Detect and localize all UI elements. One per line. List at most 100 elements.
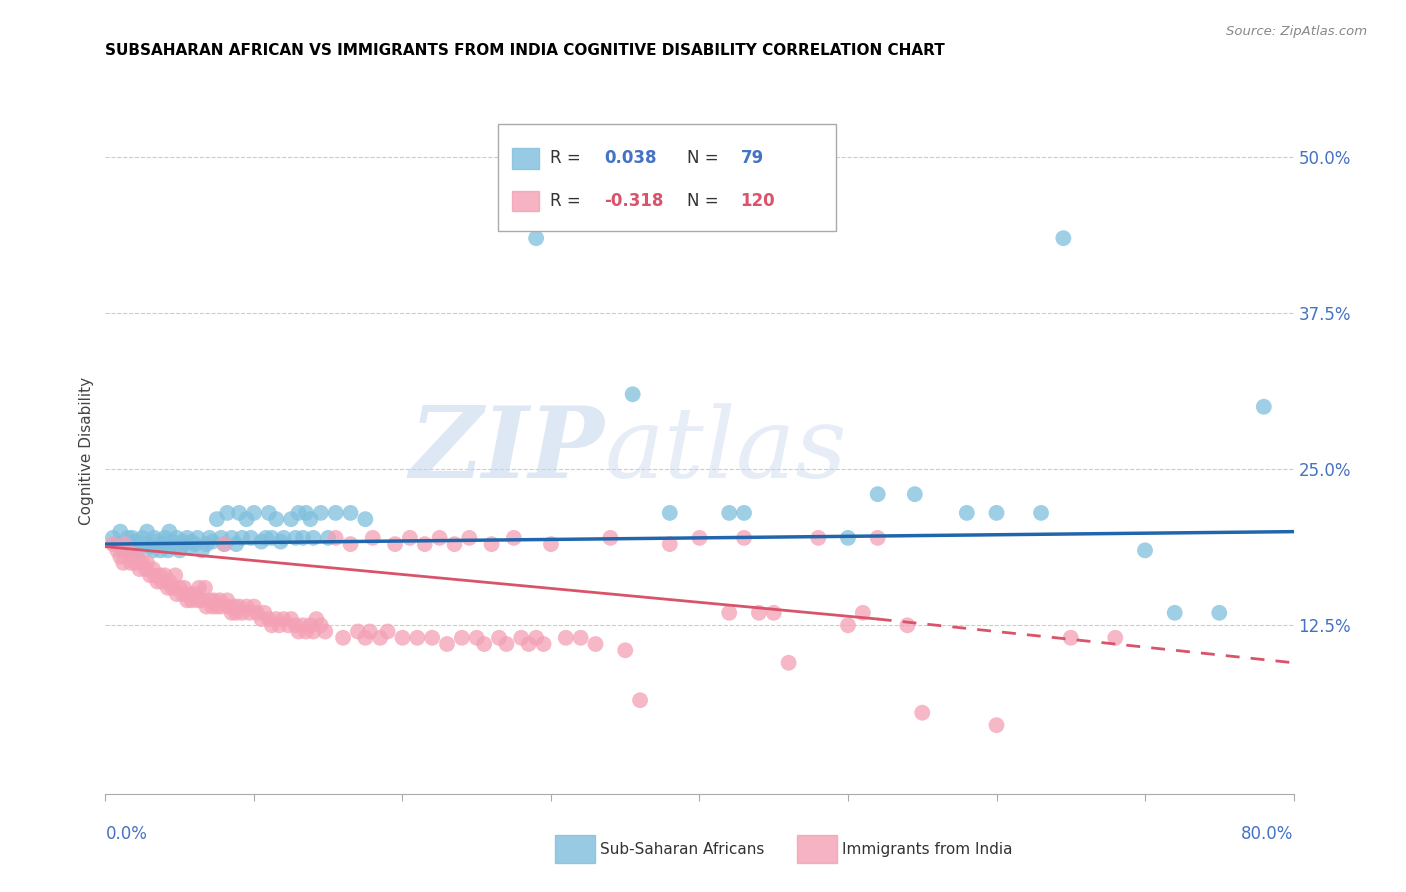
Point — [302, 531, 325, 545]
Point — [658, 506, 681, 520]
Point — [257, 506, 280, 520]
Text: 0.0%: 0.0% — [105, 825, 148, 843]
Point — [260, 618, 283, 632]
Point — [179, 587, 201, 601]
Point — [176, 531, 198, 545]
Point — [339, 506, 361, 520]
Point — [127, 543, 149, 558]
Point — [472, 637, 495, 651]
Point — [316, 531, 339, 545]
Point — [533, 637, 555, 651]
Point — [235, 599, 257, 614]
Point — [146, 534, 169, 549]
Point — [209, 599, 232, 614]
Point — [191, 543, 214, 558]
Point — [135, 537, 157, 551]
Point — [150, 537, 173, 551]
Point — [231, 531, 253, 545]
Point — [837, 531, 859, 545]
Point — [150, 574, 173, 589]
Point — [214, 537, 236, 551]
Point — [354, 631, 377, 645]
Point — [280, 512, 302, 526]
Point — [733, 506, 755, 520]
Point — [305, 612, 328, 626]
Point — [180, 593, 202, 607]
Point — [384, 537, 406, 551]
Point — [658, 537, 681, 551]
Point — [172, 534, 194, 549]
Point — [778, 656, 800, 670]
Point — [101, 537, 124, 551]
Point — [191, 593, 214, 607]
Point — [585, 637, 607, 651]
Point — [217, 506, 239, 520]
Text: R =: R = — [550, 192, 586, 210]
Point — [502, 531, 524, 545]
Point — [391, 631, 413, 645]
Point — [257, 612, 280, 626]
Point — [201, 599, 224, 614]
Point — [201, 534, 224, 549]
Point — [142, 562, 165, 576]
Point — [956, 506, 979, 520]
Point — [143, 531, 166, 545]
Point — [186, 593, 208, 607]
Point — [377, 624, 399, 639]
Y-axis label: Cognitive Disability: Cognitive Disability — [79, 376, 94, 524]
Point — [149, 568, 172, 582]
Point — [689, 531, 711, 545]
Point — [176, 593, 198, 607]
Point — [250, 612, 273, 626]
Point — [299, 618, 322, 632]
Point — [105, 537, 128, 551]
Text: 120: 120 — [741, 192, 775, 210]
Point — [309, 506, 332, 520]
Point — [131, 556, 153, 570]
Text: 80.0%: 80.0% — [1241, 825, 1294, 843]
Point — [169, 543, 191, 558]
Point — [243, 506, 266, 520]
Point — [121, 531, 143, 545]
Point — [121, 549, 143, 564]
Point — [1253, 400, 1275, 414]
Point — [228, 599, 250, 614]
Point — [628, 693, 651, 707]
Point — [117, 531, 139, 545]
Point — [295, 506, 318, 520]
Point — [254, 531, 277, 545]
Point — [284, 618, 307, 632]
Point — [325, 506, 347, 520]
Point — [143, 568, 166, 582]
Point — [458, 531, 481, 545]
Point — [183, 587, 205, 601]
Point — [173, 537, 195, 551]
Text: Sub-Saharan Africans: Sub-Saharan Africans — [600, 842, 765, 856]
Point — [172, 587, 194, 601]
Point — [166, 531, 188, 545]
Point — [195, 537, 218, 551]
Point — [195, 599, 218, 614]
Point — [124, 556, 146, 570]
Point — [837, 618, 859, 632]
Point — [524, 631, 547, 645]
Point — [1029, 506, 1052, 520]
Point — [264, 612, 287, 626]
Point — [406, 631, 429, 645]
Point — [1208, 606, 1230, 620]
Point — [157, 574, 180, 589]
Point — [299, 512, 322, 526]
Point — [413, 537, 436, 551]
Point — [269, 618, 291, 632]
Point — [314, 624, 336, 639]
Point — [120, 556, 142, 570]
Point — [291, 618, 314, 632]
Text: SUBSAHARAN AFRICAN VS IMMIGRANTS FROM INDIA COGNITIVE DISABILITY CORRELATION CHA: SUBSAHARAN AFRICAN VS IMMIGRANTS FROM IN… — [105, 43, 945, 58]
Point — [112, 543, 135, 558]
FancyBboxPatch shape — [498, 124, 837, 231]
Point — [228, 506, 250, 520]
Point — [270, 534, 292, 549]
Point — [488, 631, 510, 645]
Point — [214, 537, 236, 551]
Point — [866, 487, 889, 501]
